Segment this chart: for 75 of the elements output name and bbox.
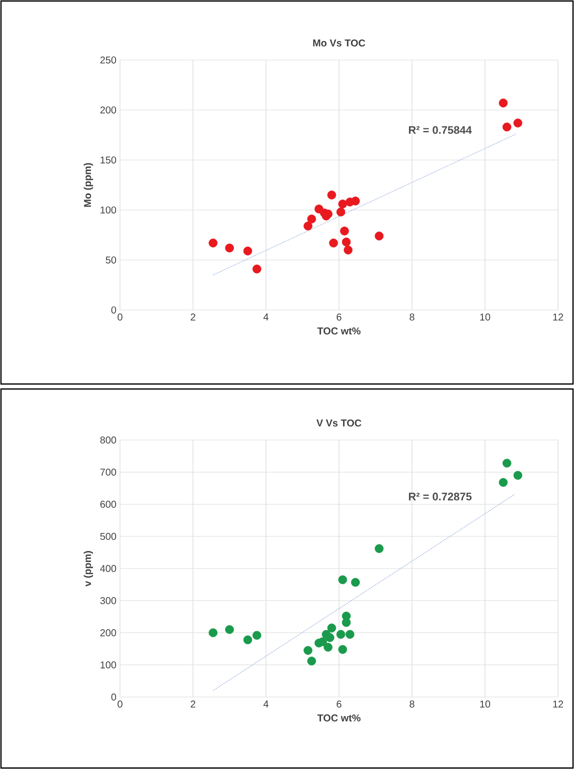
point bbox=[502, 122, 512, 132]
y-tick-label: 400 bbox=[100, 564, 116, 572]
point bbox=[498, 98, 508, 108]
x-tick-label: 0 bbox=[118, 314, 122, 321]
x-tick-label: 4 bbox=[263, 314, 268, 320]
point bbox=[243, 635, 252, 644]
point bbox=[374, 544, 384, 553]
point bbox=[346, 630, 354, 639]
point bbox=[351, 196, 360, 206]
y-tick-label: 150 bbox=[100, 156, 116, 164]
y-tick-label: 200 bbox=[100, 629, 116, 636]
chart-title: V Vs TOC bbox=[316, 419, 362, 427]
point bbox=[498, 478, 508, 487]
point bbox=[307, 656, 316, 666]
point bbox=[336, 630, 346, 639]
point bbox=[325, 633, 334, 642]
y-tick-label: 200 bbox=[100, 106, 116, 114]
y-tick-label: 0 bbox=[111, 306, 116, 314]
x-tick-label: 12 bbox=[553, 314, 564, 320]
point bbox=[307, 214, 316, 224]
y-tick-label: 700 bbox=[100, 468, 116, 476]
x-axis-title: TOC wt% bbox=[317, 327, 361, 334]
x-tick-label: 8 bbox=[410, 314, 414, 321]
point bbox=[342, 612, 351, 620]
point bbox=[318, 637, 327, 646]
point bbox=[329, 238, 338, 248]
point bbox=[342, 238, 351, 246]
point bbox=[340, 226, 349, 236]
y-tick-label: 800 bbox=[100, 436, 116, 444]
point bbox=[338, 575, 348, 584]
x-tick-label: 10 bbox=[480, 314, 490, 321]
point bbox=[327, 190, 336, 200]
point bbox=[338, 645, 348, 654]
y-axis-title: Mo (ppm) bbox=[84, 163, 94, 207]
x-tick-label: 2 bbox=[190, 700, 196, 708]
point bbox=[513, 470, 522, 480]
chart-title: Mo Vs TOC bbox=[313, 39, 366, 47]
point bbox=[304, 222, 312, 230]
point bbox=[208, 238, 218, 248]
point bbox=[243, 246, 252, 256]
x-tick-label: 0 bbox=[118, 700, 122, 708]
x-tick-label: 8 bbox=[410, 700, 414, 708]
annotation: R² = 0.72875 bbox=[408, 492, 472, 500]
y-tick-label: 50 bbox=[106, 256, 116, 264]
point bbox=[336, 208, 346, 216]
point bbox=[208, 628, 218, 638]
y-tick-label: 300 bbox=[100, 597, 116, 604]
y-tick-label: 500 bbox=[100, 532, 116, 540]
x-tick-label: 4 bbox=[263, 700, 268, 708]
annotation: R² = 0.75844 bbox=[408, 126, 472, 134]
point bbox=[304, 646, 312, 655]
y-tick-label: 0 bbox=[111, 693, 116, 701]
point bbox=[324, 642, 332, 652]
point bbox=[252, 630, 262, 640]
x-tick-label: 2 bbox=[190, 314, 196, 320]
y-axis-title: v (ppm) bbox=[84, 551, 94, 586]
point bbox=[327, 624, 336, 632]
x-tick-label: 10 bbox=[480, 700, 490, 708]
x-tick-label: 6 bbox=[336, 314, 342, 321]
point bbox=[351, 578, 360, 587]
point bbox=[374, 232, 384, 240]
point bbox=[344, 246, 353, 254]
point bbox=[252, 264, 262, 274]
y-tick-label: 250 bbox=[100, 56, 116, 64]
x-axis-title: TOC wt% bbox=[317, 714, 361, 722]
point bbox=[513, 118, 522, 128]
point bbox=[225, 625, 234, 634]
y-tick-label: 100 bbox=[100, 661, 116, 668]
point bbox=[502, 458, 512, 468]
point bbox=[338, 200, 348, 208]
point bbox=[225, 244, 234, 252]
y-tick-label: 600 bbox=[100, 500, 116, 508]
x-tick-label: 6 bbox=[336, 700, 342, 708]
y-tick-label: 100 bbox=[100, 206, 116, 214]
x-tick-label: 12 bbox=[553, 700, 564, 708]
